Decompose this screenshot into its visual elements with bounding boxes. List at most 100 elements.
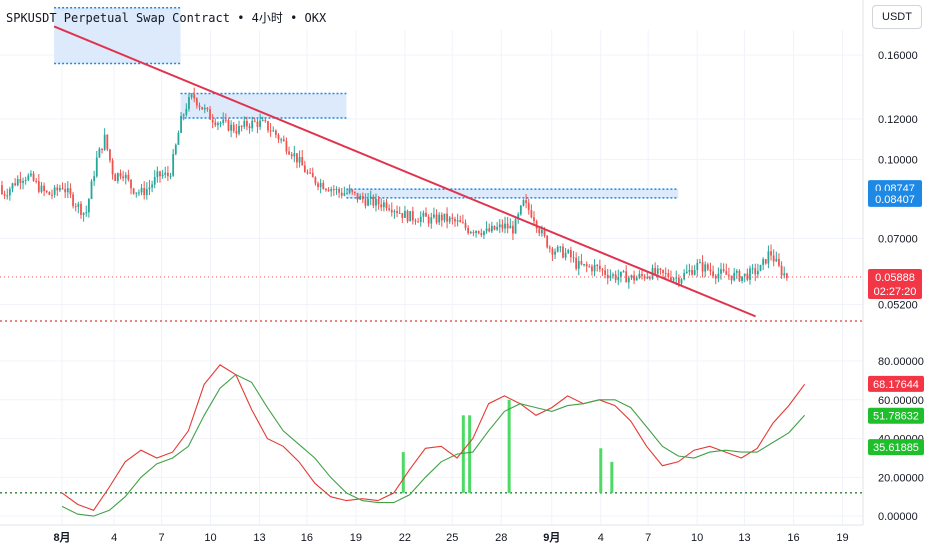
- candle-body: [664, 272, 667, 274]
- candle-body: [24, 180, 27, 182]
- candle-body: [743, 273, 746, 277]
- candle-body: [783, 273, 786, 276]
- candle-body: [770, 251, 772, 256]
- candle-body: [148, 187, 151, 190]
- candle-body: [670, 277, 672, 281]
- candle-body: [277, 134, 280, 140]
- candle-layer: [1, 87, 788, 289]
- candle-body: [672, 278, 675, 281]
- candle-body: [306, 172, 309, 174]
- candle-body: [109, 149, 111, 161]
- candle-body: [656, 268, 659, 274]
- candle-body: [443, 213, 446, 221]
- candle-body: [780, 265, 783, 276]
- candle-body: [754, 268, 757, 275]
- candle-body: [282, 139, 285, 142]
- oscillator-value-green-bg: [868, 407, 924, 424]
- candle-body: [701, 262, 704, 272]
- candle-body: [735, 270, 738, 273]
- candle-body: [296, 153, 298, 163]
- candle-body: [456, 220, 459, 222]
- candle-body: [522, 200, 525, 206]
- candle-body: [74, 206, 77, 208]
- candle-body: [759, 264, 762, 272]
- candle-body: [338, 188, 340, 193]
- time-tick-label: 4: [598, 532, 604, 544]
- candle-body: [106, 134, 109, 150]
- oscillator-bar: [461, 415, 465, 493]
- candle-body: [143, 188, 146, 196]
- candle-body: [575, 257, 578, 269]
- oscillator-value-green-2-bg: [868, 439, 924, 456]
- time-tick-label: 19: [350, 532, 362, 544]
- candle-body: [685, 271, 688, 274]
- candle-body: [538, 228, 541, 234]
- candle-body: [90, 181, 93, 200]
- candle-body: [454, 219, 456, 222]
- candle-body: [401, 213, 404, 218]
- candle-body: [527, 202, 530, 211]
- candle-body: [498, 224, 501, 228]
- time-tick-label: 13: [738, 532, 750, 544]
- candle-body: [95, 157, 98, 177]
- candle-body: [209, 109, 211, 120]
- candle-body: [301, 157, 304, 166]
- candle-body: [633, 275, 635, 281]
- candle-body: [512, 225, 514, 234]
- candle-body: [48, 192, 51, 195]
- candle-body: [475, 231, 477, 233]
- candle-body: [27, 175, 30, 181]
- candle-body: [648, 277, 651, 279]
- candle-body: [720, 269, 722, 274]
- time-tick-label: 19: [836, 532, 848, 544]
- candle-body: [16, 179, 19, 186]
- candle-body: [620, 271, 622, 277]
- candle-body: [130, 179, 132, 189]
- currency-button[interactable]: USDT: [872, 5, 922, 29]
- candle-body: [298, 157, 301, 163]
- candle-body: [501, 224, 504, 229]
- candle-body: [464, 222, 467, 228]
- candle-body: [677, 277, 680, 284]
- candle-body: [93, 176, 96, 182]
- candle-body: [388, 208, 391, 210]
- candle-body: [164, 172, 167, 175]
- candle-body: [691, 270, 693, 275]
- candle-body: [778, 258, 780, 266]
- candle-body: [227, 120, 230, 131]
- candle-body: [140, 188, 143, 193]
- candle-body: [69, 188, 72, 195]
- candle-body: [356, 192, 359, 200]
- candle-body: [325, 189, 327, 191]
- candle-body: [380, 204, 383, 208]
- candle-body: [377, 198, 380, 205]
- candle-body: [51, 194, 53, 196]
- candle-body: [72, 194, 74, 207]
- candle-body: [138, 192, 140, 194]
- candle-body: [193, 94, 196, 99]
- candle-body: [145, 189, 148, 196]
- candle-body: [406, 210, 409, 222]
- candle-body: [614, 274, 617, 281]
- candle-body: [261, 120, 264, 122]
- candle-body: [343, 193, 346, 196]
- candle-body: [153, 177, 156, 185]
- time-tick-label: 7: [158, 532, 164, 544]
- candle-body: [340, 192, 343, 196]
- candle-body: [567, 250, 570, 253]
- candle-body: [585, 263, 588, 267]
- candle-body: [580, 261, 583, 265]
- candle-body: [704, 264, 707, 272]
- candle-body: [767, 251, 770, 264]
- candle-body: [591, 266, 593, 272]
- oscillator-value-green-2: 35.61885: [873, 442, 919, 454]
- oscillator-value-red: 68.17644: [873, 379, 919, 391]
- price-tick-label: 0.12000: [878, 114, 918, 126]
- candle-body: [483, 231, 485, 235]
- candle-body: [322, 182, 325, 190]
- price-tick-label: 0.10000: [878, 154, 918, 166]
- candle-body: [543, 229, 546, 236]
- candle-body: [519, 205, 522, 215]
- candle-body: [749, 268, 751, 280]
- candle-body: [114, 174, 117, 181]
